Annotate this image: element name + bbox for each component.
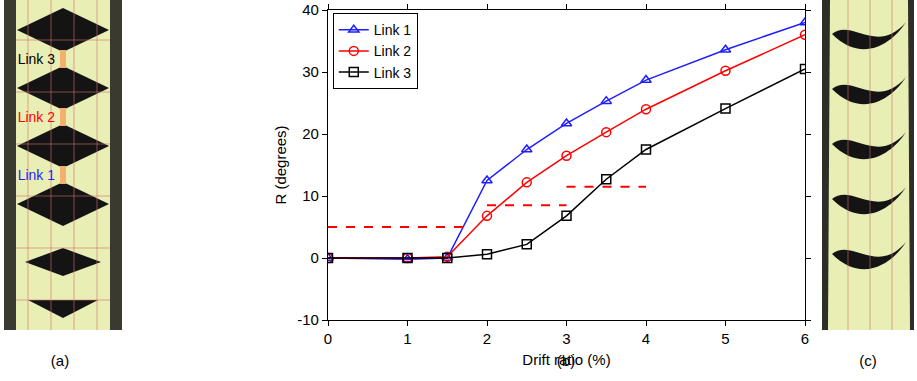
svg-text:Link 2: Link 2 (374, 43, 412, 59)
svg-text:Drift ratio (%): Drift ratio (%) (522, 351, 610, 368)
svg-text:0: 0 (324, 330, 332, 347)
svg-text:4: 4 (642, 330, 650, 347)
svg-text:Link 1: Link 1 (374, 22, 412, 38)
svg-text:Link 2: Link 2 (18, 109, 56, 125)
svg-text:30: 30 (302, 63, 319, 80)
svg-text:5: 5 (721, 330, 729, 347)
svg-text:6: 6 (801, 330, 809, 347)
svg-text:20: 20 (302, 125, 319, 142)
svg-text:0: 0 (311, 249, 319, 266)
svg-text:3: 3 (562, 330, 570, 347)
svg-text:10: 10 (302, 187, 319, 204)
svg-text:Link 3: Link 3 (374, 65, 412, 81)
svg-text:40: 40 (302, 1, 319, 18)
svg-text:R (degrees): R (degrees) (272, 125, 289, 204)
svg-text:Link 3: Link 3 (18, 51, 56, 67)
svg-text:-10: -10 (297, 311, 319, 328)
svg-text:2: 2 (483, 330, 491, 347)
svg-text:Link 1: Link 1 (18, 167, 56, 183)
svg-text:1: 1 (403, 330, 411, 347)
